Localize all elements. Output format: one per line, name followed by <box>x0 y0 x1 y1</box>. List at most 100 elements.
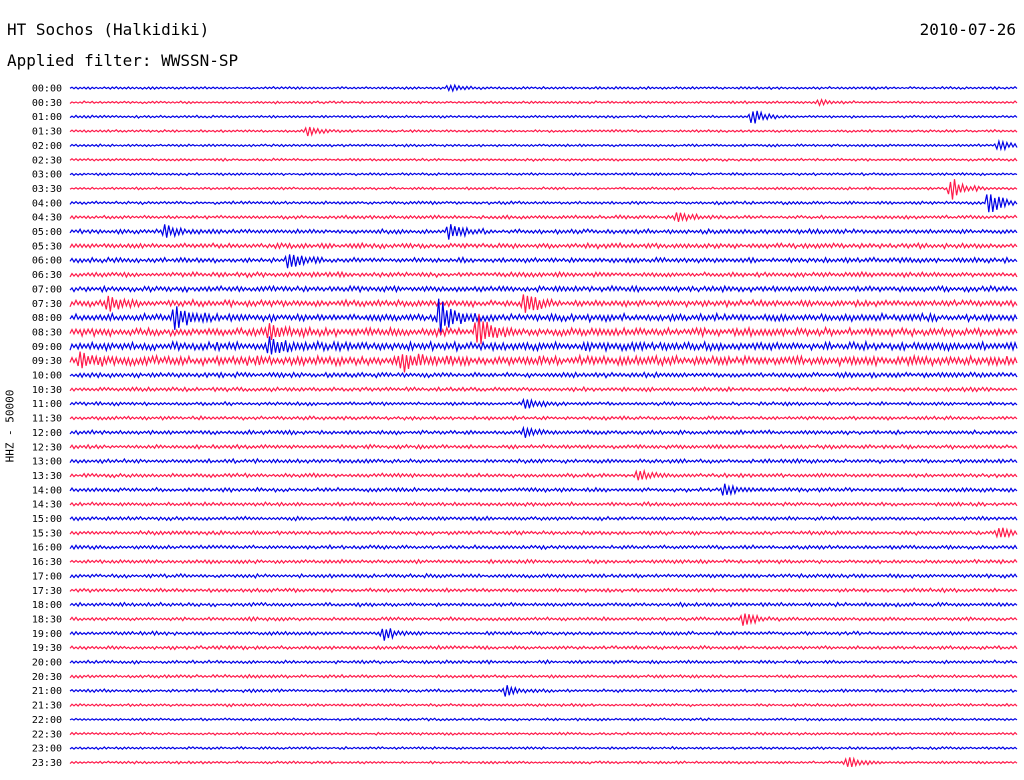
row-time-label: 13:00 <box>32 457 62 468</box>
trace-line <box>69 294 1018 313</box>
row-time-label: 04:30 <box>32 213 62 224</box>
row-time-label: 15:00 <box>32 514 62 525</box>
row-time-label: 06:30 <box>32 270 62 281</box>
row-time-label: 05:30 <box>32 241 62 252</box>
trace-line <box>69 336 1018 355</box>
row-time-label: 12:00 <box>32 428 62 439</box>
trace-line <box>69 572 1018 580</box>
trace-line <box>69 157 1018 163</box>
row-time-label: 21:00 <box>32 686 62 697</box>
trace-line <box>69 298 1018 336</box>
trace-line <box>69 515 1018 522</box>
trace-line <box>69 558 1018 565</box>
row-time-label: 22:30 <box>32 729 62 740</box>
trace-line <box>69 659 1018 665</box>
row-time-label: 17:00 <box>32 571 62 582</box>
row-time-label: 07:30 <box>32 299 62 310</box>
trace-line <box>69 194 1018 213</box>
row-time-label: 00:00 <box>32 84 62 95</box>
row-time-label: 17:30 <box>32 586 62 597</box>
trace-line <box>69 468 1018 481</box>
trace-line <box>69 702 1018 708</box>
row-time-label: 03:30 <box>32 184 62 195</box>
row-time-label: 21:30 <box>32 701 62 712</box>
row-time-label: 14:00 <box>32 485 62 496</box>
trace-line <box>69 313 1018 345</box>
row-time-label: 13:30 <box>32 471 62 482</box>
trace-line <box>69 370 1018 380</box>
trace-line <box>69 351 1018 373</box>
row-time-label: 19:30 <box>32 643 62 654</box>
trace-line <box>69 587 1018 594</box>
row-time-label: 00:30 <box>32 98 62 109</box>
row-time-label: 04:00 <box>32 198 62 209</box>
row-time-label: 23:00 <box>32 744 62 755</box>
row-time-label: 18:30 <box>32 614 62 625</box>
row-time-label: 14:30 <box>32 500 62 511</box>
trace-line <box>69 211 1018 223</box>
row-time-label: 09:30 <box>32 356 62 367</box>
trace-line <box>69 385 1018 393</box>
row-time-label: 19:00 <box>32 629 62 640</box>
trace-line <box>69 443 1018 451</box>
trace-line <box>69 110 1018 124</box>
trace-line <box>69 745 1018 751</box>
trace-line <box>69 756 1018 768</box>
trace-line <box>69 483 1018 497</box>
trace-line <box>69 601 1018 608</box>
row-time-label: 10:00 <box>32 371 62 382</box>
row-time-label: 11:00 <box>32 399 62 410</box>
trace-line <box>69 126 1018 137</box>
trace-line <box>69 685 1018 697</box>
row-time-label: 10:30 <box>32 385 62 396</box>
row-time-label: 01:30 <box>32 127 62 138</box>
row-time-label: 03:00 <box>32 170 62 181</box>
trace-line <box>69 241 1018 250</box>
trace-line <box>69 544 1018 551</box>
trace-line <box>69 613 1018 626</box>
row-time-label: 15:30 <box>32 528 62 539</box>
row-time-label: 05:00 <box>32 227 62 238</box>
station-title: HT Sochos (Halkidiki) <box>7 20 210 39</box>
row-time-label: 22:00 <box>32 715 62 726</box>
row-time-label: 18:00 <box>32 600 62 611</box>
row-time-label: 12:30 <box>32 442 62 453</box>
trace-line <box>69 98 1018 107</box>
trace-line <box>69 83 1018 93</box>
row-time-label: 02:30 <box>32 155 62 166</box>
trace-line <box>69 179 1018 200</box>
trace-line <box>69 717 1018 722</box>
row-time-label: 20:30 <box>32 672 62 683</box>
trace-line <box>69 397 1018 409</box>
trace-line <box>69 628 1018 641</box>
trace-line <box>69 527 1018 539</box>
row-time-label: 16:00 <box>32 543 62 554</box>
trace-line <box>69 284 1018 294</box>
row-time-label: 01:00 <box>32 112 62 123</box>
row-time-label: 02:00 <box>32 141 62 152</box>
trace-line <box>69 425 1018 438</box>
row-time-label: 20:00 <box>32 658 62 669</box>
trace-line <box>69 270 1018 279</box>
row-time-label: 06:00 <box>32 256 62 267</box>
trace-line <box>69 415 1018 422</box>
filter-label: Applied filter: WWSSN-SP <box>7 51 239 70</box>
trace-line <box>69 224 1018 240</box>
date-label: 2010-07-26 <box>919 20 1016 39</box>
row-time-label: 16:30 <box>32 557 62 568</box>
trace-line <box>69 138 1018 152</box>
row-time-label: 09:00 <box>32 342 62 353</box>
row-time-label: 07:00 <box>32 284 62 295</box>
row-time-label: 08:30 <box>32 327 62 338</box>
row-time-label: 08:00 <box>32 313 62 324</box>
trace-line <box>69 171 1018 177</box>
row-time-label: 11:30 <box>32 414 62 425</box>
trace-line <box>69 500 1018 508</box>
row-time-label: 23:30 <box>32 758 62 769</box>
trace-line <box>69 254 1018 269</box>
trace-line <box>69 457 1018 465</box>
trace-line <box>69 731 1018 736</box>
trace-line <box>69 644 1018 651</box>
trace-line <box>69 673 1018 679</box>
